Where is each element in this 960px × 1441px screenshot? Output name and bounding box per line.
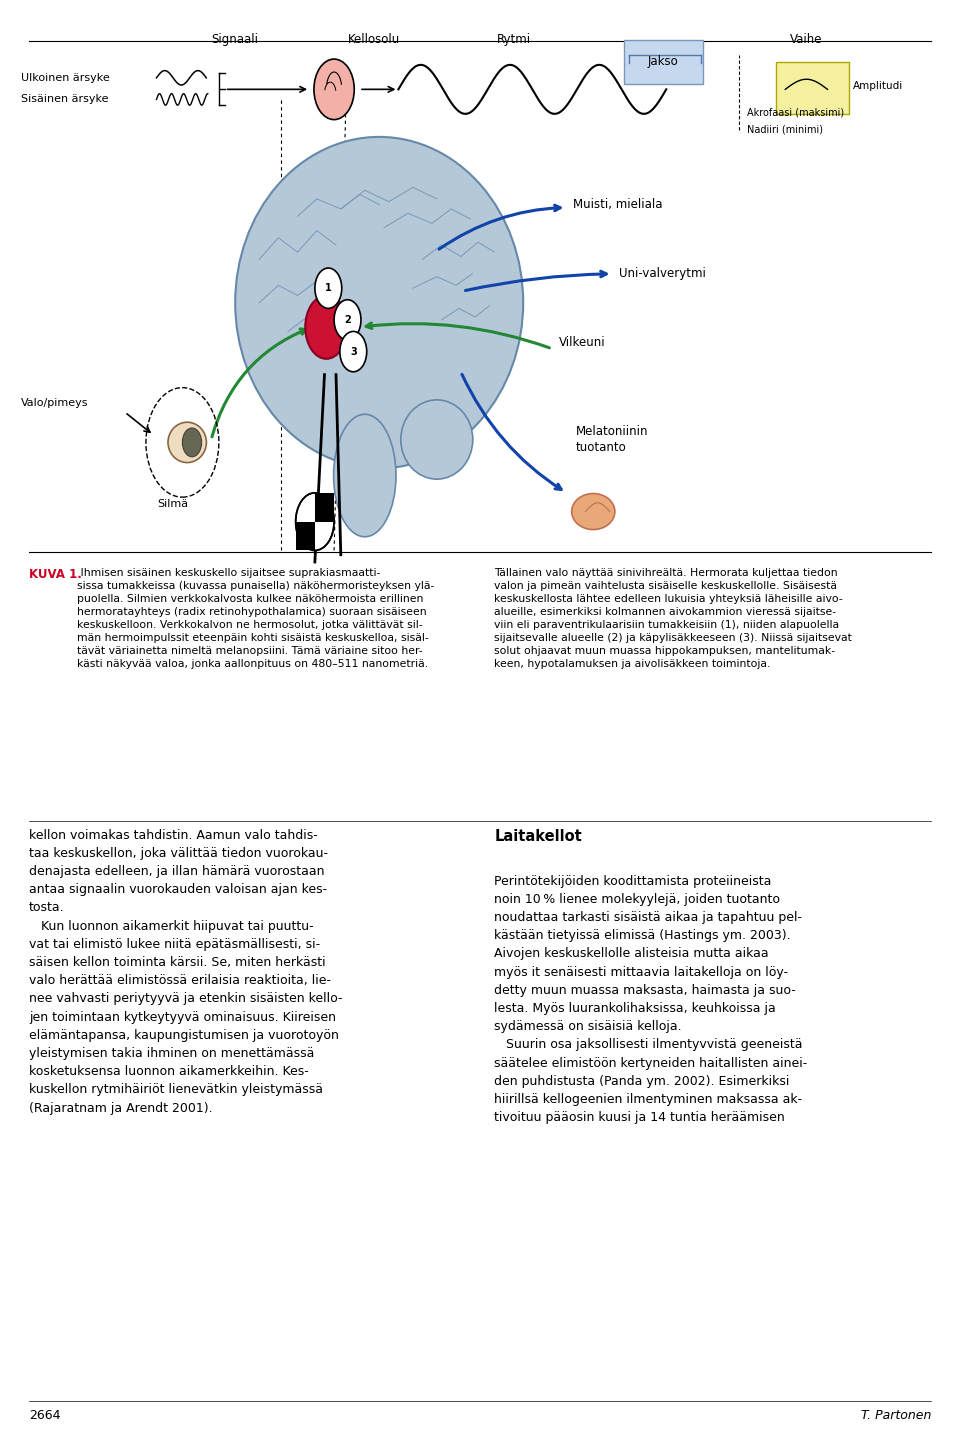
Circle shape [315, 268, 342, 308]
Bar [296, 522, 315, 550]
Text: 1: 1 [324, 284, 332, 293]
Text: Ihmisen sisäinen keskuskello sijaitsee suprakiasmaatti-
sissa tumakkeissa (kuvas: Ihmisen sisäinen keskuskello sijaitsee s… [77, 568, 434, 669]
Text: Melatoniinin
tuotanto: Melatoniinin tuotanto [576, 425, 649, 454]
Text: Vilkeuni: Vilkeuni [559, 336, 606, 350]
Ellipse shape [168, 422, 206, 463]
Text: Laitakellot: Laitakellot [494, 829, 582, 843]
Circle shape [314, 59, 354, 120]
Text: Silmä: Silmä [157, 500, 188, 509]
Ellipse shape [334, 415, 396, 537]
Text: Akrofaasi (maksimi): Akrofaasi (maksimi) [747, 108, 844, 117]
Circle shape [340, 331, 367, 372]
Text: 2: 2 [344, 316, 351, 324]
Text: Valo/pimeys: Valo/pimeys [21, 399, 88, 408]
Bar [315, 493, 334, 522]
Text: 2664: 2664 [29, 1408, 60, 1422]
Text: Perintötekijöiden koodittamista proteiineista
noin 10 % lienee molekyylejä, joid: Perintötekijöiden koodittamista proteiin… [494, 875, 807, 1124]
Circle shape [334, 300, 361, 340]
Text: 3: 3 [349, 347, 357, 356]
Text: Uni-valverytmi: Uni-valverytmi [619, 267, 706, 281]
Text: Jakso: Jakso [648, 55, 679, 69]
Text: T. Partonen: T. Partonen [861, 1408, 931, 1422]
Ellipse shape [401, 399, 472, 478]
Text: kellon voimakas tahdistin. Aamun valo tahdis-
taa keskuskellon, joka välittää ti: kellon voimakas tahdistin. Aamun valo ta… [29, 829, 343, 1114]
Circle shape [305, 295, 348, 359]
Text: Signaali: Signaali [212, 33, 258, 46]
Text: Ulkoinen ärsyke: Ulkoinen ärsyke [21, 73, 109, 82]
Text: Nadiiri (minimi): Nadiiri (minimi) [747, 125, 823, 134]
FancyBboxPatch shape [776, 62, 849, 114]
Text: Amplitudi: Amplitudi [852, 82, 902, 91]
Text: Vaihe: Vaihe [790, 33, 823, 46]
Text: Tällainen valo näyttää sinivihreältä. Hermorata kuljettaa tiedon
valon ja pimeän: Tällainen valo näyttää sinivihreältä. He… [494, 568, 852, 669]
Ellipse shape [235, 137, 523, 468]
Text: Muisti, mieliala: Muisti, mieliala [573, 197, 662, 212]
Circle shape [182, 428, 202, 457]
Ellipse shape [571, 493, 614, 530]
Circle shape [296, 493, 334, 550]
Text: KUVA 1.: KUVA 1. [29, 568, 82, 581]
FancyBboxPatch shape [624, 40, 703, 84]
Text: Kellosolu: Kellosolu [348, 33, 400, 46]
Text: Rytmi: Rytmi [496, 33, 531, 46]
Text: Sisäinen ärsyke: Sisäinen ärsyke [21, 95, 108, 104]
